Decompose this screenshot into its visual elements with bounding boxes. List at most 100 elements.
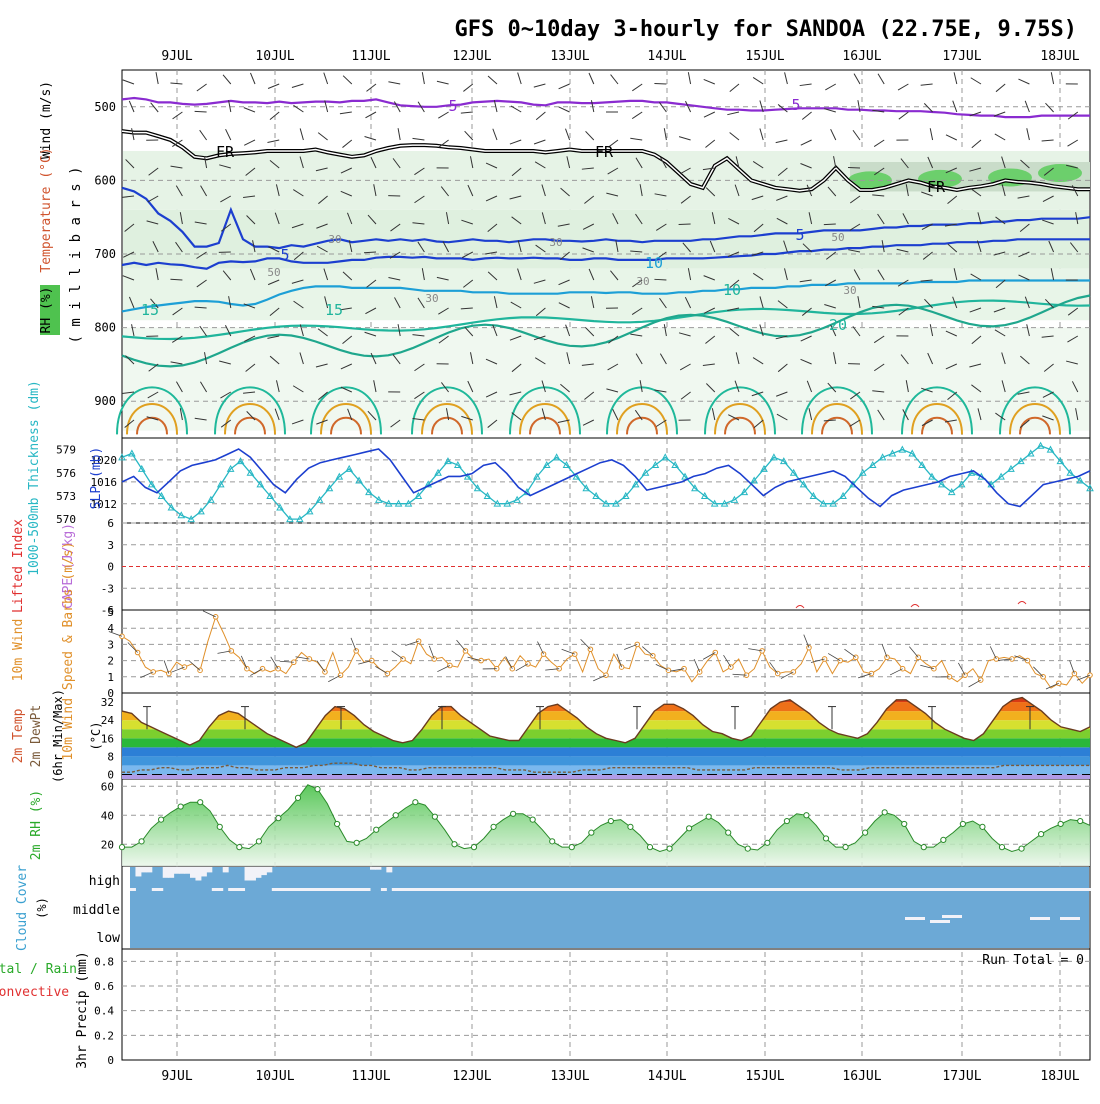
cloud-high-bar (725, 888, 731, 891)
temp-tick-label: 32 (101, 696, 114, 709)
contour-label: 30 (843, 284, 856, 297)
cloud-high-bar (926, 888, 932, 891)
contour-label: 20 (829, 316, 847, 334)
cloud-high-bar (1052, 888, 1058, 891)
legend-convective: Convective (0, 985, 69, 1000)
cloud-high-bar (905, 888, 911, 891)
cloud-high-bar (1079, 888, 1085, 891)
cloud-high-bar (681, 888, 687, 891)
cloud-high-bar (305, 888, 311, 891)
axis-label-cloud-unit: (%) (35, 897, 49, 919)
cloud-high-bar (997, 888, 1003, 891)
rh-marker (276, 816, 281, 821)
date-label-top: 11JUL (351, 49, 390, 64)
run-total-annotation: Run Total = 0 (982, 953, 1084, 968)
wind-barb (824, 224, 836, 225)
axis-label-precip: 3hr Precip (mm) (75, 951, 90, 1068)
cloud-high-bar (894, 888, 900, 891)
axis-label-slp: SLP (mb) (89, 447, 104, 510)
cloud-high-bar (550, 888, 556, 891)
cloud-high-bar (937, 888, 943, 891)
rh-marker (647, 845, 652, 850)
cloud-high-bar (986, 888, 992, 891)
cloud-high-bar (817, 888, 823, 891)
date-label-bottom: 10JUL (255, 1069, 294, 1084)
rh-marker (471, 845, 476, 850)
cloud-high-bar (823, 888, 829, 891)
wind-barb (654, 279, 666, 280)
cloud-high-bar (752, 888, 758, 891)
cloud-high-bar (468, 888, 474, 891)
date-label-top: 12JUL (452, 49, 491, 64)
contour-label: 10 (723, 281, 741, 299)
cloud-high-bar (954, 888, 960, 891)
cloud-high-bar (179, 867, 185, 874)
contour-label: 5 (795, 226, 804, 244)
cloud-high-bar (365, 888, 371, 891)
wind-speed-marker (385, 671, 390, 676)
cloud-high-bar (266, 867, 272, 872)
rh-marker (295, 795, 300, 800)
wind-tick-label: 1 (107, 671, 114, 684)
cloud-high-bar (206, 867, 212, 872)
cloud-high-bar (1019, 888, 1025, 891)
cloud-high-bar (555, 888, 561, 891)
cloud-high-bar (141, 867, 147, 872)
cloud-high-bar (1003, 888, 1009, 891)
cloud-high-bar (299, 888, 305, 891)
contour-label: 5 (448, 97, 457, 115)
cloud-high-bar (343, 888, 349, 891)
cloud-high-bar (174, 867, 180, 874)
cloud-high-bar (795, 888, 801, 891)
pressure-tick-label: 500 (94, 100, 116, 114)
cloud-high-bar (583, 888, 589, 891)
cloud-high-bar (392, 888, 398, 891)
cloud-high-bar (414, 888, 420, 891)
cloud-high-bar (648, 888, 654, 891)
rh-marker (667, 846, 672, 851)
date-label-top: 15JUL (745, 49, 784, 64)
cloud-high-bar (195, 867, 201, 881)
rh-marker (432, 814, 437, 819)
cloud-high-bar (697, 888, 703, 891)
cloud-high-bar (703, 888, 709, 891)
cloud-high-bar (283, 888, 289, 891)
cloud-high-bar (975, 888, 981, 891)
cloud-high-bar (359, 888, 365, 891)
cloud-high-bar (981, 888, 987, 891)
lifted-index-tick-label: 6 (107, 517, 114, 530)
rh-marker (589, 830, 594, 835)
cloud-high-bar (435, 888, 441, 891)
rh-marker (452, 842, 457, 847)
cloud-high-bar (337, 888, 343, 891)
cloud-high-bar (168, 867, 174, 878)
cloud-high-bar (561, 888, 567, 891)
rh-marker (1039, 832, 1044, 837)
cloud-high-bar (768, 888, 774, 891)
rh-marker (628, 824, 633, 829)
cloud-high-bar (621, 888, 627, 891)
cloud-high-bar (632, 888, 638, 891)
cloud-high-bar (1046, 888, 1052, 891)
cloud-high-bar (615, 888, 621, 891)
cloud-high-bar (528, 888, 534, 891)
cloud-high-bar (790, 888, 796, 891)
cloud-high-bar (419, 888, 425, 891)
cloud-high-bar (921, 888, 927, 891)
rh-marker (980, 824, 985, 829)
cloud-high-bar (1057, 888, 1063, 891)
cloud-high-bar (245, 867, 251, 881)
cloud-high-bar (457, 888, 463, 891)
cloud-high-bar (255, 867, 261, 878)
pressure-tick-label: 600 (94, 173, 116, 187)
axis-label-millibars: ( m i l l i b a r s ) (68, 166, 84, 343)
rh-marker (550, 839, 555, 844)
rh-marker (511, 811, 516, 816)
lifted-index-tick-label: -3 (101, 582, 114, 595)
cloud-high-bar (217, 888, 223, 891)
cloud-high-bar (1014, 888, 1020, 891)
rh-marker (726, 830, 731, 835)
cloud-high-bar (234, 888, 240, 891)
thickness-tick-label: 573 (56, 490, 76, 503)
temp-band (122, 756, 1090, 765)
